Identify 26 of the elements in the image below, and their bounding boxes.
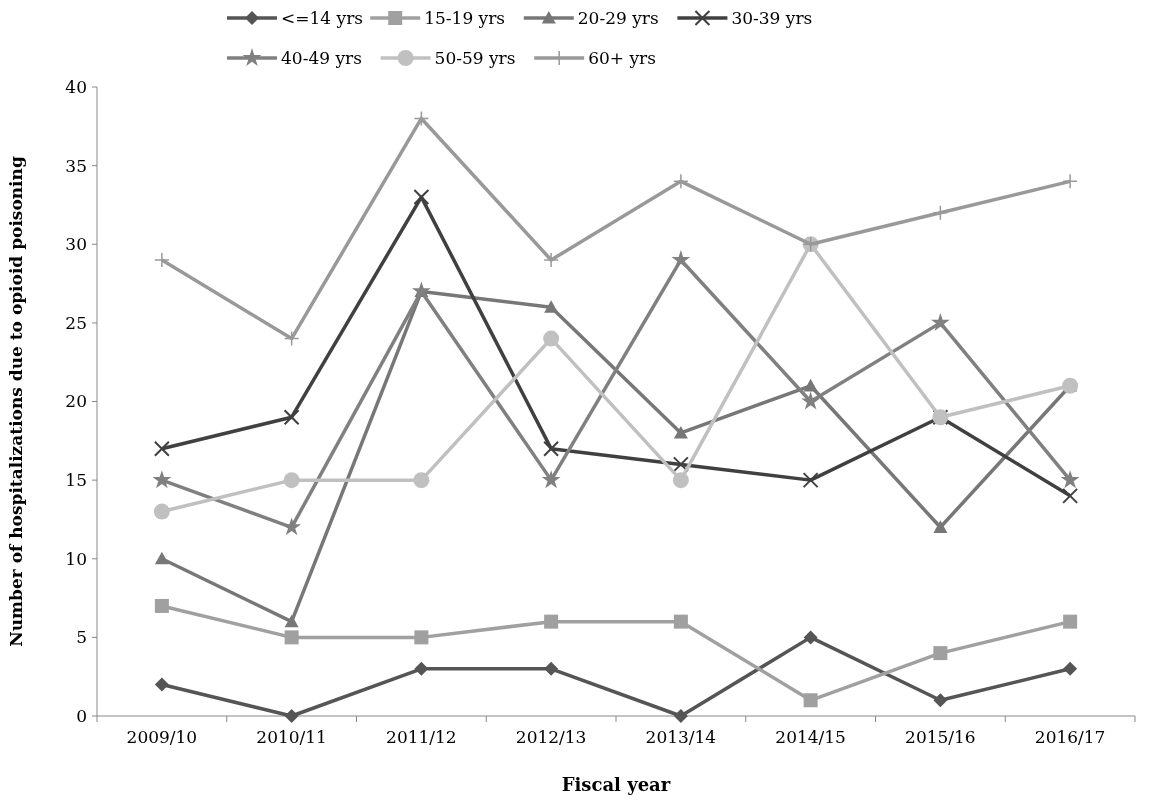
legend-label: 50-59 yrs	[434, 47, 516, 68]
y-tick-label: 25	[65, 312, 87, 333]
y-tick-label: 15	[65, 470, 87, 491]
x-tick-label: 2015/16	[905, 727, 976, 747]
x-tick-label: 2016/17	[1034, 727, 1106, 747]
legend-label: 40-49 yrs	[281, 47, 362, 68]
x-tick-label: 2014/15	[775, 727, 846, 747]
y-tick-label: 10	[65, 548, 87, 569]
y-tick-label: 5	[76, 627, 87, 648]
legend-label: <=14 yrs	[281, 7, 363, 28]
y-axis-title: Number of hospitalizations due to opioid poisoning	[6, 156, 26, 647]
y-tick-label: 35	[65, 155, 87, 176]
x-tick-label: 2010/11	[256, 727, 327, 747]
y-tick-label: 20	[65, 391, 87, 412]
x-tick-label: 2009/10	[126, 727, 198, 747]
legend-label: 60+ yrs	[588, 47, 656, 68]
y-tick-label: 0	[76, 705, 87, 726]
legend-label: 20-29 yrs	[577, 7, 659, 28]
x-tick-label: 2013/14	[645, 727, 717, 747]
x-tick-label: 2012/13	[515, 727, 587, 747]
y-tick-label: 30	[65, 234, 87, 255]
x-axis-title: Fiscal year	[561, 774, 671, 795]
legend-label: 30-39 yrs	[731, 7, 813, 28]
legend-label: 15-19 yrs	[424, 7, 506, 28]
y-tick-label: 40	[65, 76, 87, 97]
x-tick-label: 2011/12	[386, 727, 457, 747]
